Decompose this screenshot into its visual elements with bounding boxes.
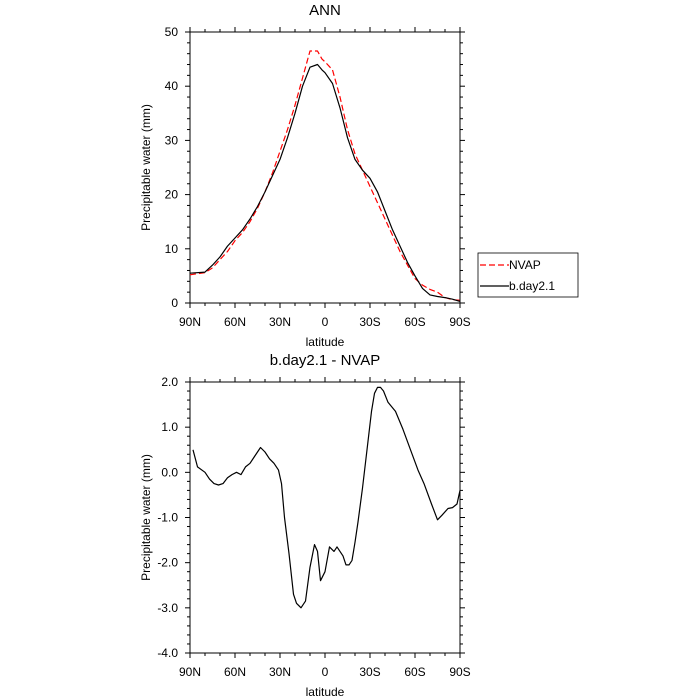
y-tick-label: 10	[165, 242, 179, 256]
y-tick-label: 0.0	[161, 465, 178, 479]
legend-label: b.day2.1	[509, 279, 555, 293]
series-line-difference	[192, 386, 461, 609]
y-tick-label: 40	[165, 79, 179, 93]
legend: NVAP b.day2.1	[477, 252, 579, 298]
x-tick-label: 60N	[224, 315, 246, 329]
y-tick-label: -4.0	[157, 646, 178, 660]
y-tick-label: -3.0	[157, 601, 178, 615]
x-tick-label: 30N	[269, 665, 291, 679]
x-axis-label: latitude	[306, 685, 345, 699]
y-axis-label: Precipitable water (mm)	[139, 454, 153, 581]
y-tick-label: 20	[165, 188, 179, 202]
chart-title: b.day2.1 - NVAP	[270, 352, 381, 369]
y-tick-label: 50	[165, 25, 179, 39]
legend-box	[477, 252, 579, 298]
series-line-nvap	[189, 50, 461, 301]
x-tick-label: 60S	[404, 665, 425, 679]
x-tick-label: 0	[322, 665, 329, 679]
x-tick-label: 0	[322, 315, 329, 329]
x-tick-label: 90N	[179, 665, 201, 679]
x-tick-label: 90S	[449, 665, 470, 679]
x-tick-label: 90S	[449, 315, 470, 329]
chart-2: 90N 60N 30N 0 30S 60S 90S -4.0 -3.0 -2.0 -1.0 0.0 1.…	[139, 352, 471, 699]
x-axis-label: latitude	[306, 335, 345, 349]
plot-frame	[189, 381, 461, 654]
legend-label: NVAP	[509, 258, 541, 272]
y-axis-label: Precipitable water (mm)	[139, 104, 153, 231]
y-tick-label: -1.0	[157, 511, 178, 525]
x-tick-label: 60S	[404, 315, 425, 329]
y-tick-label: 0	[171, 296, 178, 310]
chart-1: 90N 60N 30N 0 30S 60S 90S 0 10 20 30 40 50 ANN latitud…	[139, 2, 579, 349]
x-tick-label: 30S	[359, 665, 380, 679]
y-tick-label: 1.0	[161, 420, 178, 434]
y-tick-label: 2.0	[161, 375, 178, 389]
x-tick-label: 30S	[359, 315, 380, 329]
x-tick-label: 60N	[224, 665, 246, 679]
series-line-b-day2-1	[189, 63, 461, 302]
y-tick-label: 30	[165, 133, 179, 147]
chart-title: ANN	[309, 2, 341, 19]
y-tick-label: -2.0	[157, 556, 178, 570]
x-tick-label: 90N	[179, 315, 201, 329]
x-tick-label: 30N	[269, 315, 291, 329]
